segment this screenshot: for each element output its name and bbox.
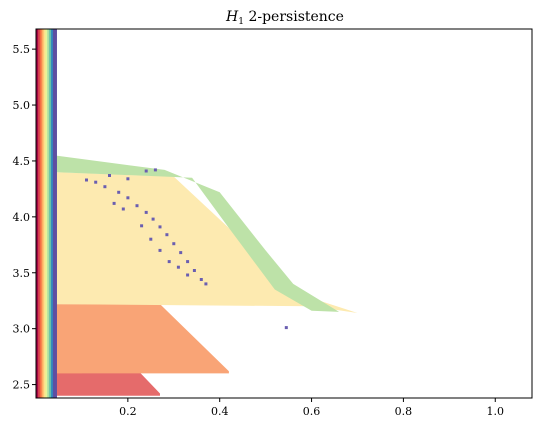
scatter-point <box>135 204 139 208</box>
scatter-point <box>151 217 155 221</box>
y-tick-label: 3.0 <box>13 323 31 336</box>
y-axis: 2.5 3.0 3.5 4.0 4.5 5.0 5.5 <box>13 43 36 392</box>
scatter-point <box>172 242 176 246</box>
band-stripe <box>37 29 41 398</box>
scatter-point <box>186 260 190 264</box>
scatter-point <box>126 177 130 181</box>
chart-title-sub: 1 <box>238 17 244 27</box>
scatter-point <box>121 207 125 211</box>
chart-title: H1 2-persistence <box>225 9 344 27</box>
region-green <box>54 155 340 312</box>
band-stripe <box>47 29 50 398</box>
x-axis: 0.2 0.4 0.6 0.8 1.0 <box>119 398 504 418</box>
scatter-point <box>176 265 180 269</box>
band-stripe <box>54 29 57 398</box>
plot-area <box>36 29 358 398</box>
x-tick-label: 0.2 <box>119 405 137 418</box>
scatter-point <box>112 201 116 205</box>
scatter-point <box>165 233 169 237</box>
scatter-point <box>199 278 203 281</box>
band-stripe <box>43 29 46 398</box>
band-stripe <box>41 29 44 398</box>
chart-title-main: H <box>225 9 239 25</box>
scatter-point <box>158 225 162 229</box>
scatter-point <box>126 196 130 200</box>
scatter-point <box>153 168 157 172</box>
band-stripe <box>52 29 56 398</box>
scatter-point <box>144 210 148 214</box>
x-tick-label: 1.0 <box>487 405 505 418</box>
x-tick-label: 0.4 <box>211 405 229 418</box>
y-tick-label: 3.5 <box>13 267 31 280</box>
scatter-point <box>144 169 148 173</box>
band-stripe <box>39 29 42 398</box>
scatter-point <box>140 224 144 228</box>
region-orange <box>54 304 229 374</box>
x-tick-label: 0.8 <box>395 405 413 418</box>
scatter-point <box>204 282 208 286</box>
scatter-point <box>192 269 196 272</box>
chart-title-rest: 2-persistence <box>244 9 344 25</box>
y-tick-label: 5.5 <box>13 43 31 56</box>
scatter-point <box>94 180 98 184</box>
scatter-point <box>186 273 190 277</box>
band-stripe <box>36 29 39 398</box>
y-tick-label: 4.5 <box>13 155 31 168</box>
scatter-point <box>284 326 288 330</box>
scatter-point <box>158 248 162 252</box>
y-tick-label: 5.0 <box>13 99 31 112</box>
scatter-point <box>167 260 171 264</box>
scatter-point <box>179 251 183 255</box>
y-tick-label: 2.5 <box>13 379 31 392</box>
scatter-point <box>117 190 121 194</box>
band-stripe <box>45 29 48 398</box>
scatter-point <box>149 237 153 241</box>
x-tick-label: 0.6 <box>303 405 321 418</box>
scatter-point <box>85 178 88 182</box>
plot-frame <box>35 28 533 399</box>
scatter-point <box>108 174 111 177</box>
y-tick-label: 4.0 <box>13 211 31 224</box>
band-stripe <box>49 29 52 398</box>
band-stripe <box>51 29 54 398</box>
scatter-point <box>103 185 107 189</box>
